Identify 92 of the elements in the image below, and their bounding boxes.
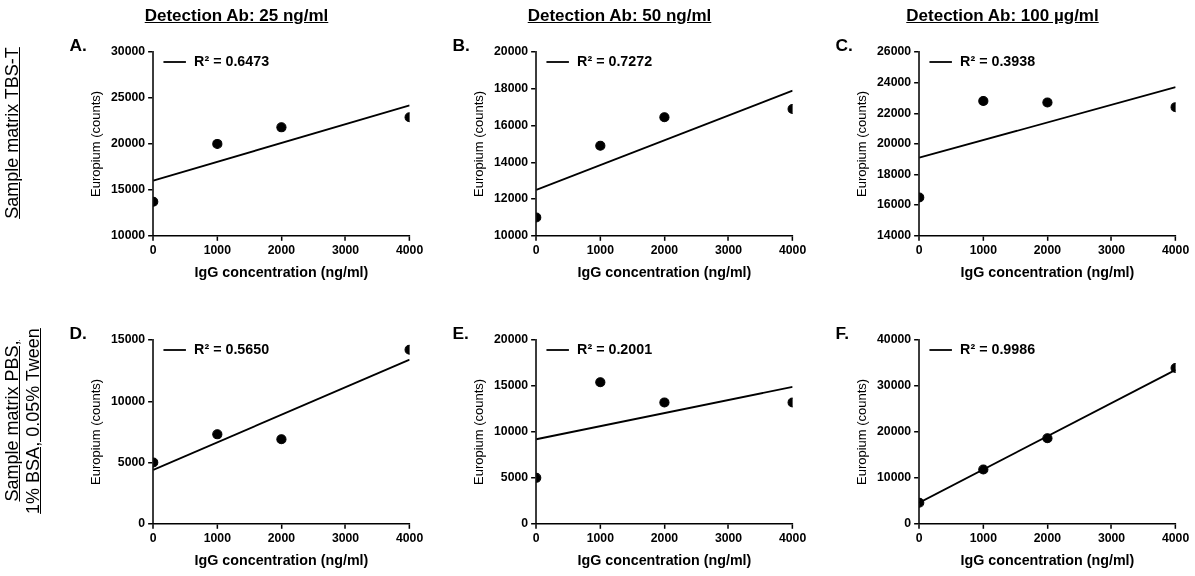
y-tick-label: 15000 [494,378,529,393]
y-tick-label: 10000 [494,424,529,439]
y-tick-label: 22000 [877,105,912,120]
x-axis-title: IgG concentration (ng/ml) [194,264,369,281]
x-tick-label: 3000 [331,531,360,546]
y-tick-label: 20000 [877,424,912,439]
text: E. [452,323,469,344]
y-axis-title: Europium (counts) [853,378,869,485]
x-tick-label: 4000 [779,243,807,258]
legend-label: R² = 0.2001 [577,341,653,357]
y-tick-label: 0 [521,516,529,531]
y-tick-label: 18000 [494,81,529,96]
y-axis-title: Europium (counts) [470,90,486,197]
x-tick-label: 3000 [331,243,360,258]
chart-title: Detection Ab: 25 ng/ml [143,6,330,26]
y-axis-title: Europium (counts) [853,90,869,197]
x-tick-label: 3000 [714,243,743,258]
y-tick-label: 30000 [877,378,912,393]
x-tick-label: 4000 [1162,243,1190,258]
x-tick-label: 1000 [969,243,998,258]
x-tick-label: 2000 [267,531,296,546]
x-tick-label: 4000 [396,243,424,258]
y-tick-label: 0 [904,516,912,531]
y-tick-label: 40000 [877,332,912,347]
text: B. [452,35,470,56]
x-tick-label: 4000 [396,531,424,546]
x-tick-label: 0 [149,531,157,546]
x-tick-label: 1000 [586,531,615,546]
y-tick-label: 14000 [494,154,529,169]
x-tick-label: 0 [149,243,157,258]
x-axis-title: IgG concentration (ng/ml) [960,264,1135,281]
y-tick-label: 0 [138,516,146,531]
y-tick-label: 25000 [111,90,146,105]
x-tick-label: 1000 [586,243,615,258]
text: Sample matrix PBS, [2,339,23,504]
y-tick-label: 30000 [111,44,146,59]
y-tick-label: 10000 [494,228,529,243]
text: D. [69,323,87,344]
text: C. [835,35,853,56]
y-axis-title: Europium (counts) [87,378,103,485]
y-tick-label: 26000 [877,44,912,59]
y-tick-label: 15000 [111,182,146,197]
x-tick-label: 0 [915,531,923,546]
y-tick-label: 20000 [494,332,529,347]
x-axis-title: IgG concentration (ng/ml) [577,552,752,569]
chart-title: Detection Ab: 50 ng/ml [526,6,713,26]
x-tick-label: 3000 [1097,243,1126,258]
y-tick-label: 16000 [877,197,912,212]
y-tick-label: 10000 [877,470,912,485]
x-tick-label: 2000 [650,531,679,546]
x-axis-title: IgG concentration (ng/ml) [194,552,369,569]
x-tick-label: 1000 [969,531,998,546]
x-tick-label: 4000 [1162,531,1190,546]
x-tick-label: 2000 [1033,531,1062,546]
x-tick-label: 3000 [714,531,743,546]
x-tick-label: 0 [532,243,540,258]
x-tick-label: 4000 [779,531,807,546]
y-tick-label: 20000 [494,44,529,59]
legend-label: R² = 0.5650 [194,341,270,357]
y-tick-label: 15000 [111,332,146,347]
text: 1% BSA, 0.05% Tween [23,327,44,516]
y-tick-label: 5000 [117,454,146,469]
x-tick-label: 1000 [203,243,232,258]
legend-label: R² = 0.3938 [960,53,1036,69]
y-tick-label: 5000 [500,470,529,485]
legend-label: R² = 0.9986 [960,341,1036,357]
text: Sample matrix TBS-T [2,46,23,221]
x-axis-title: IgG concentration (ng/ml) [960,552,1135,569]
y-tick-label: 10000 [111,393,146,408]
x-tick-label: 2000 [1033,243,1062,258]
y-tick-label: 16000 [494,117,529,132]
y-tick-label: 10000 [111,228,146,243]
x-tick-label: 0 [915,243,923,258]
chart-title: Detection Ab: 100 µg/ml [905,6,1100,26]
legend-label: R² = 0.6473 [194,53,270,69]
y-tick-label: 24000 [877,75,912,89]
y-tick-label: 20000 [111,136,146,151]
x-tick-label: 1000 [203,531,232,546]
text: F. [835,323,849,344]
x-tick-label: 0 [532,531,540,546]
y-tick-label: 12000 [494,191,529,206]
x-tick-label: 2000 [650,243,679,258]
x-axis-title: IgG concentration (ng/ml) [577,264,752,281]
y-tick-label: 14000 [877,228,912,243]
y-axis-title: Europium (counts) [470,378,486,485]
y-tick-label: 20000 [877,136,912,151]
text: A. [69,35,87,56]
legend-label: R² = 0.7272 [577,53,653,69]
y-axis-title: Europium (counts) [87,90,103,197]
x-tick-label: 2000 [267,243,296,258]
x-tick-label: 3000 [1097,531,1126,546]
y-tick-label: 18000 [877,166,912,181]
